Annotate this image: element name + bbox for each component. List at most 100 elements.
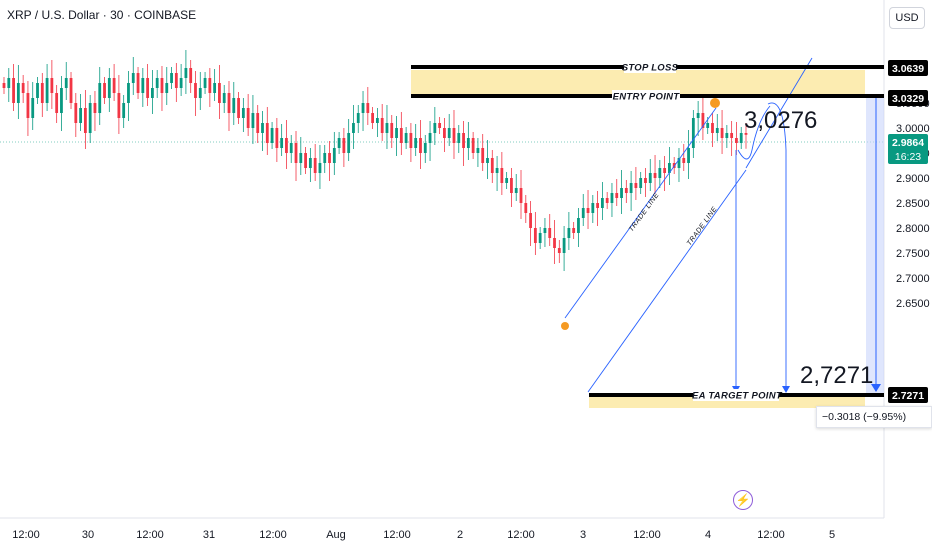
candle-body — [328, 153, 331, 163]
currency-button[interactable]: USD — [889, 7, 925, 29]
entry-label-bg — [612, 90, 680, 102]
trade-line-lower-label: TRADE LINE — [686, 206, 719, 248]
candle-body — [744, 133, 748, 135]
candle-body — [586, 208, 590, 213]
candle-body — [308, 158, 312, 168]
candle-body — [361, 103, 365, 113]
candle-body — [668, 163, 671, 173]
candle-body — [414, 138, 418, 148]
price-axis[interactable]: 3.05003.00002.95002.90002.85002.80002.75… — [896, 98, 930, 310]
candle-body — [98, 83, 102, 113]
candle-body — [567, 228, 571, 238]
candle-body — [203, 78, 207, 88]
candle-body — [696, 113, 700, 118]
candle-body — [356, 113, 360, 123]
entry-label: ENTRY POINT — [613, 92, 681, 103]
candle-body — [60, 88, 63, 113]
low-marker — [561, 322, 569, 330]
candle-body — [577, 218, 580, 233]
candle-body — [165, 83, 169, 93]
candle-body — [572, 228, 576, 233]
candle-body — [548, 228, 552, 238]
candle-body — [294, 143, 298, 163]
entry-marker — [710, 98, 720, 108]
candle-body — [189, 68, 193, 83]
trade-line-upper — [564, 107, 717, 319]
candle-body — [31, 98, 35, 118]
candle-body — [562, 238, 566, 253]
candle-body — [663, 168, 667, 173]
candle-body — [596, 203, 599, 208]
time-tick-label: 12:00 — [383, 529, 411, 541]
candle-body — [131, 73, 135, 83]
candle-body — [380, 118, 384, 133]
time-tick-label: 5 — [829, 529, 835, 541]
candle-body — [270, 128, 274, 143]
target-zone — [589, 395, 865, 408]
candle-body — [160, 78, 164, 93]
candle-body — [605, 198, 609, 203]
candle-body — [524, 203, 528, 213]
time-tick-label: Aug — [326, 529, 346, 541]
candle-body — [40, 83, 44, 103]
time-tick-label: 12:00 — [259, 529, 287, 541]
stop-loss-label: STOP LOSS — [622, 63, 679, 74]
candle-body — [194, 83, 197, 98]
candle-body — [16, 83, 20, 103]
candle-body — [653, 173, 657, 178]
candle-body — [438, 123, 442, 128]
price-tick-label: 2.7500 — [896, 248, 930, 260]
symbol-header[interactable]: XRP / U.S. Dollar · 30 · COINBASE — [7, 8, 197, 22]
lightning-icon[interactable]: ⚡ — [733, 490, 753, 510]
candle-body — [514, 188, 518, 193]
candle-body — [720, 128, 724, 138]
candle-body — [581, 208, 585, 218]
candle-body — [600, 198, 604, 208]
candle-body — [557, 248, 561, 253]
svg-text:2.9864: 2.9864 — [892, 137, 924, 149]
price-tick-label: 3.0000 — [896, 123, 930, 135]
candle-body — [146, 78, 150, 98]
curve-arrow-big — [767, 102, 787, 392]
candle-body — [591, 203, 595, 213]
entry-price-tag: 3.0329 — [888, 90, 928, 106]
candle-body — [385, 123, 389, 133]
candle-body — [538, 233, 542, 243]
candle-series — [2, 50, 748, 271]
candle-body — [136, 73, 140, 93]
candle-body — [706, 123, 710, 128]
price-tick-label: 2.8500 — [896, 198, 930, 210]
time-axis[interactable]: 12:00 30 12:00 31 12:00 Aug 12:00 2 12:00 3 12:00 4… — [12, 529, 835, 541]
candle-body — [103, 83, 106, 98]
candle-body — [691, 118, 695, 148]
candle-body — [404, 133, 408, 143]
candle-body — [74, 103, 78, 123]
candle-body — [12, 78, 15, 103]
candle-body — [375, 118, 379, 123]
candle-body — [423, 143, 427, 153]
candle-body — [615, 193, 619, 198]
svg-text:3.0329: 3.0329 — [892, 93, 924, 105]
candle-body — [141, 78, 145, 93]
candle-body — [151, 88, 154, 98]
candle-body — [687, 148, 690, 163]
time-tick-label: 12:00 — [136, 529, 164, 541]
candle-body — [500, 168, 504, 183]
candle-body — [36, 83, 39, 98]
candle-body — [342, 138, 346, 153]
candle-body — [443, 128, 446, 138]
candle-body — [265, 123, 269, 143]
measure-projection — [866, 96, 884, 394]
candle-body — [7, 78, 11, 88]
candle-body — [366, 103, 370, 113]
time-tick-label: 12:00 — [507, 529, 535, 541]
candle-body — [246, 108, 250, 128]
trade-line-upper-label: TRADE LINE — [628, 192, 661, 234]
candle-body — [543, 228, 547, 233]
candle-body — [241, 108, 245, 118]
candle-body — [237, 98, 240, 118]
candle-body — [313, 158, 317, 173]
candle-body — [45, 78, 49, 103]
current-price-tag: 2.9864 16:23 — [888, 134, 928, 164]
